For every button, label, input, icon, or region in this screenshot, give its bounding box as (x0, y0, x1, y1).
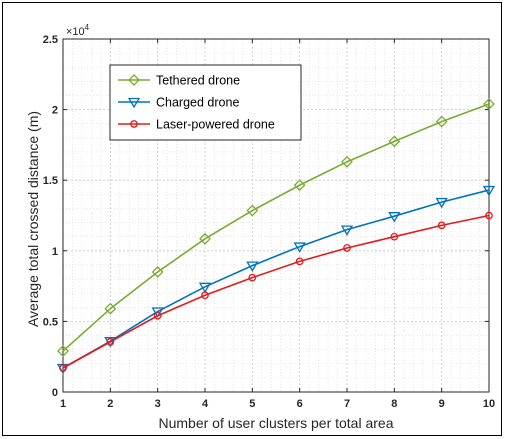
y-tick-label: 2.5 (43, 34, 58, 46)
legend-label: Tethered drone (156, 74, 240, 88)
y-exponent-label: ×104 (66, 23, 90, 38)
series-1 (56, 185, 496, 375)
series-line (62, 214, 490, 369)
data-point (198, 282, 212, 294)
y-tick-label: 0 (52, 387, 58, 399)
legend-swatch-marker (127, 97, 141, 109)
data-point (59, 364, 67, 372)
series-group (56, 98, 496, 375)
data-point (390, 232, 399, 241)
x-tick-label: 6 (297, 398, 303, 410)
y-tick-label: 2 (52, 105, 58, 117)
data-point (295, 257, 304, 266)
data-point (57, 345, 69, 357)
data-point (483, 98, 495, 110)
series-0 (57, 98, 495, 357)
data-point (341, 155, 353, 168)
tick-labels: 1 2 3 4 5 6 7 8 9 10 0 0.5 1 1.5 2 2.5 (43, 34, 495, 410)
x-tick-label: 4 (202, 398, 209, 410)
data-point (388, 135, 401, 148)
legend-label: Charged drone (156, 96, 239, 110)
legend-item: Charged drone (118, 96, 239, 110)
x-tick-label: 1 (60, 398, 66, 410)
data-point (151, 266, 164, 278)
legend-item: Laser-powered drone (118, 118, 275, 132)
legend-label: Laser-powered drone (156, 118, 275, 132)
data-point (343, 244, 351, 252)
data-point (340, 225, 354, 236)
figure-frame (2, 2, 502, 436)
data-point (485, 211, 493, 220)
series-2 (59, 211, 493, 372)
data-point (104, 337, 117, 348)
data-point (435, 115, 448, 128)
x-tick-label: 9 (439, 398, 445, 410)
data-point (435, 197, 448, 209)
data-point (246, 261, 259, 272)
data-point (201, 291, 209, 300)
y-axis-label: Average total crossed distance (m) (25, 111, 41, 327)
legend-swatch-marker (130, 120, 138, 128)
data-point (248, 273, 257, 282)
x-axis-label: Number of user clusters per total area (159, 415, 394, 431)
x-tick-label: 7 (344, 398, 350, 410)
axis-ticks (62, 38, 490, 393)
legend-item: Tethered drone (118, 74, 240, 88)
series-line (62, 103, 490, 352)
y-exponent-base: ×10 (66, 26, 85, 38)
data-point (482, 185, 496, 197)
y-tick-label: 1 (52, 246, 58, 258)
data-point (293, 242, 306, 253)
y-tick-label: 1.5 (43, 175, 58, 187)
x-tick-label: 5 (249, 398, 255, 410)
series-line (62, 189, 490, 369)
data-point (293, 179, 306, 192)
legend-swatch-marker (128, 74, 140, 86)
data-point (437, 221, 446, 230)
x-tick-label: 8 (391, 398, 397, 410)
x-tick-label: 2 (107, 398, 113, 410)
data-point (388, 212, 401, 223)
data-point (153, 311, 162, 320)
data-point (104, 302, 117, 315)
data-point (199, 232, 211, 245)
x-tick-label: 3 (155, 398, 161, 410)
legend: Tethered drone Charged drone Laser-powered… (109, 64, 302, 141)
y-tick-label: 0.5 (43, 316, 58, 328)
y-exponent-power: 4 (85, 23, 90, 32)
data-point (151, 307, 164, 318)
data-point (246, 204, 259, 217)
x-tick-label: 10 (483, 398, 495, 410)
data-point (106, 338, 115, 346)
